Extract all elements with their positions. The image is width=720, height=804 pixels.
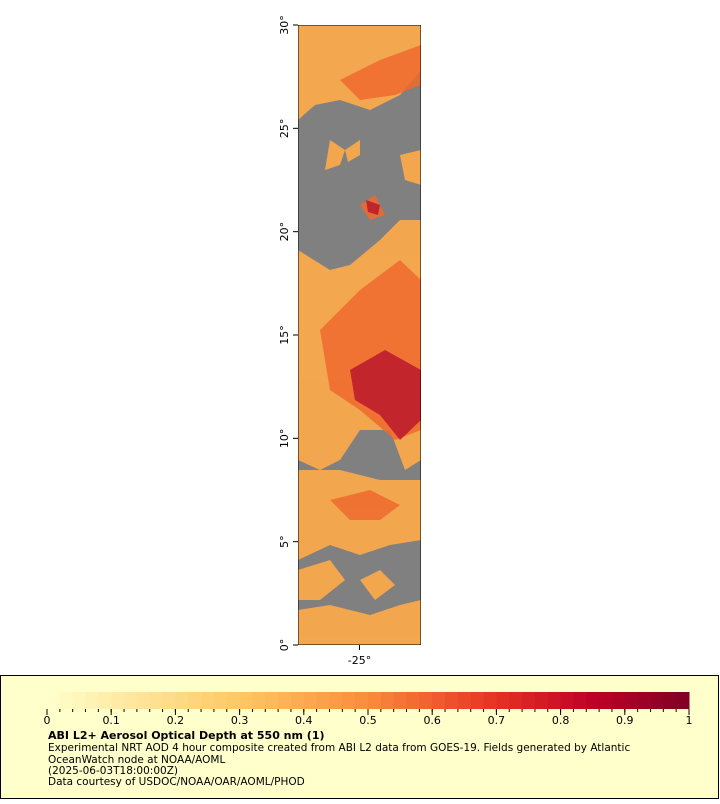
x-tick-label: -25° [348,654,371,667]
colorbar-segment [175,692,189,709]
colorbar-segment [406,692,420,709]
y-tick-label: 10° [278,429,291,449]
colorbar-tick-label: 0.8 [552,714,570,727]
colorbar-segment [432,692,446,709]
colorbar-segment [59,692,74,709]
colorbar-segment [586,692,600,709]
y-tick-label: 25° [278,119,291,139]
colorbar-segment [547,692,562,709]
colorbar-segment [278,692,292,709]
colorbar-segment [72,692,87,709]
axes: 0° 5° 10° 15° 20° 25° 30° -25° [278,15,371,667]
colorbar-segment [534,692,549,709]
colorbar-segment [111,692,125,709]
colorbar-segment [393,692,408,709]
colorbar-segment [650,692,664,709]
colorbar-segment [226,692,241,709]
y-tick-label: 5° [278,535,291,548]
colorbar-tick-label: 0 [44,714,51,727]
colorbar-segment [573,692,587,709]
colorbar-tick-label: 0.6 [423,714,441,727]
colorbar-segment [124,692,138,709]
colorbar-segment [483,692,497,709]
colorbar-segment [290,692,305,709]
colorbar-segment [522,692,536,709]
colorbar-segment [663,692,677,709]
colorbar-tick-label: 0.4 [295,714,313,727]
colorbar-segment [316,692,330,709]
colorbar-segment [162,692,176,709]
y-tick-label: 0° [278,639,291,652]
colorbar-segment [624,692,639,709]
colorbar-segment [265,692,279,709]
colorbar-segment [342,692,356,709]
y-tick-label: 30° [278,15,291,35]
colorbar-tick-label: 1 [686,714,693,727]
colorbar-segment [47,692,61,709]
colorbar-segment [457,692,472,709]
colorbar-segment [355,692,369,709]
colorbar-segment [303,692,318,709]
y-tick-label: 20° [278,222,291,242]
caption-line: OceanWatch node at NOAA/AOML [48,754,225,766]
colorbar-segment [201,692,215,709]
colorbar-tick-label: 0.5 [359,714,377,727]
colorbar-segment [599,692,613,709]
colorbar-tick-label: 0.9 [616,714,634,727]
colorbar-segment [637,692,651,709]
colorbar-segment [368,692,382,709]
colorbar-segment [419,692,433,709]
colorbar-segment [136,692,151,709]
y-tick-label: 15° [278,325,291,345]
colorbar-tick-label: 0.1 [102,714,120,727]
colorbar-segment [252,692,266,709]
map-image [298,25,421,645]
colorbar-segment [380,692,395,709]
colorbar-tick-label: 0.7 [488,714,506,727]
colorbar-segment [329,692,343,709]
caption-line: Data courtesy of USDOC/NOAA/OAR/AOML/PHO… [48,776,305,788]
colorbar: 0 0.1 0.2 0.3 0.4 0.5 0.6 0.7 0.8 0.9 1 [44,692,693,727]
colorbar-segment [188,692,202,709]
colorbar-segment [560,692,574,709]
colorbar-segment [496,692,510,709]
caption-line: Experimental NRT AOD 4 hour composite cr… [48,742,630,754]
legend-title: ABI L2+ Aerosol Optical Depth at 550 nm … [48,729,325,742]
colorbar-segment [98,692,112,709]
colorbar-segment [611,692,626,709]
caption-line: (2025-06-03T18:00:00Z) [48,765,178,777]
colorbar-segment [470,692,485,709]
colorbar-tick-label: 0.2 [167,714,185,727]
colorbar-segment [239,692,253,709]
colorbar-segment [509,692,523,709]
colorbar-segment [149,692,164,709]
colorbar-tick-label: 0.3 [231,714,249,727]
colorbar-segment [85,692,99,709]
colorbar-segment [676,692,690,709]
colorbar-segment [213,692,228,709]
colorbar-segment [445,692,459,709]
